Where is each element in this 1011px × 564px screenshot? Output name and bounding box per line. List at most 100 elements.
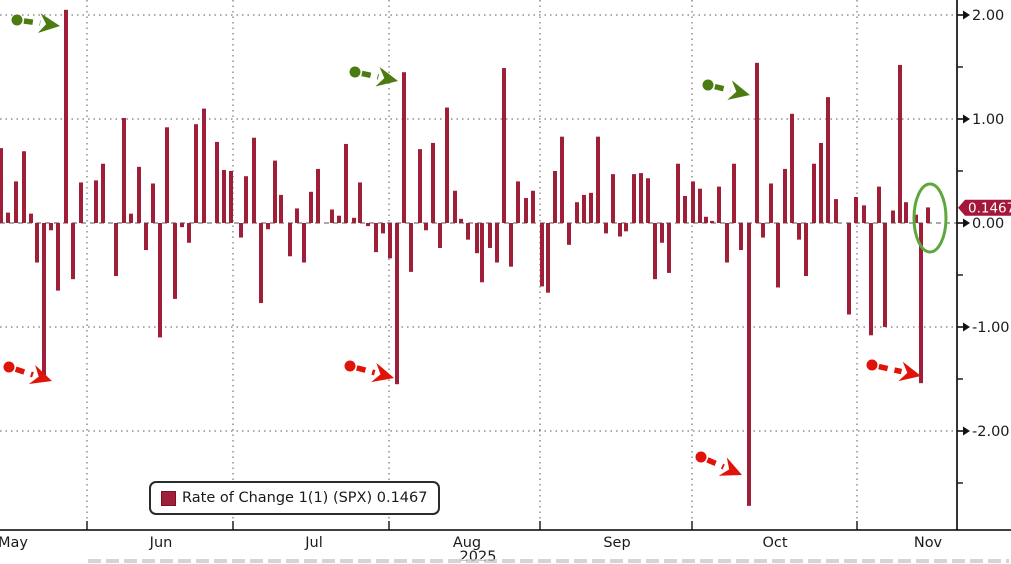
red-arrow-icon-head: [371, 362, 394, 383]
bar: [122, 117, 126, 223]
green-arrow-icon-shaft: [23, 18, 41, 26]
bar: [71, 223, 75, 280]
bar: [173, 223, 177, 299]
bar: [0, 148, 3, 223]
bar: [804, 223, 808, 277]
green-arrow-icon-shaft: [361, 70, 379, 80]
bar: [202, 108, 206, 223]
bar: [575, 202, 579, 223]
bar: [755, 62, 759, 224]
bar: [704, 216, 708, 223]
bar: [717, 186, 721, 223]
bar: [819, 142, 823, 223]
x-month-label: Jul: [304, 535, 323, 551]
bar: [151, 183, 155, 223]
bar: [667, 223, 671, 273]
x-month-label: Oct: [762, 535, 787, 551]
bar: [466, 223, 470, 240]
bar: [14, 181, 18, 223]
bar: [431, 142, 435, 223]
green-arrow-icon-head: [37, 13, 60, 34]
bar: [488, 223, 492, 248]
bar: [877, 186, 881, 223]
y-tick-arrow-icon: [963, 426, 970, 436]
bar: [739, 223, 743, 251]
bar: [194, 124, 198, 223]
red-arrow-icon-dot: [866, 359, 878, 371]
x-month-label: Nov: [914, 535, 943, 551]
y-tick-arrow-icon: [963, 10, 970, 20]
bar: [646, 178, 650, 223]
bar: [797, 223, 801, 240]
y-tick-label: 0.00: [972, 216, 1004, 232]
bar: [502, 68, 506, 223]
last-price-tag: [958, 199, 1011, 216]
bar: [883, 223, 887, 327]
bar: [480, 223, 484, 283]
bar: [560, 136, 564, 223]
bar: [259, 223, 263, 304]
bar: [553, 171, 557, 223]
x-month-label: Jun: [149, 535, 173, 551]
bar: [56, 223, 60, 291]
red-arrow-icon-shaft: [878, 363, 903, 375]
y-tick-label: -2.00: [972, 424, 1010, 440]
bar: [516, 181, 520, 223]
bar: [252, 137, 256, 223]
bar: [180, 223, 184, 228]
bar: [847, 223, 851, 315]
bar: [898, 64, 902, 223]
bar: [187, 223, 191, 243]
footer-disclaimer-strip: [88, 559, 1009, 563]
x-month-label: May: [0, 535, 28, 551]
bar: [79, 182, 83, 223]
bar: [49, 223, 53, 231]
bar: [589, 192, 593, 223]
bar: [776, 223, 780, 288]
bar: [475, 223, 479, 254]
bar: [769, 183, 773, 223]
y-tick-arrow-icon: [963, 218, 970, 228]
bar: [64, 9, 68, 223]
red-arrow-icon-dot: [3, 361, 15, 373]
red-arrow-icon-shaft: [14, 366, 34, 378]
y-tick-label: 1.00: [972, 112, 1004, 128]
bar: [698, 188, 702, 223]
bar: [137, 166, 141, 223]
bar: [919, 223, 923, 384]
bar: [279, 194, 283, 223]
bar: [358, 182, 362, 223]
bar: [618, 223, 622, 237]
bar: [35, 223, 39, 263]
bar: [165, 127, 169, 223]
bar: [926, 207, 930, 223]
bar: [826, 97, 830, 223]
bar: [244, 176, 248, 223]
bar: [6, 212, 10, 223]
green-arrow-icon-dot: [11, 14, 23, 26]
bar: [418, 149, 422, 223]
bar: [42, 223, 46, 379]
bar: [144, 223, 148, 251]
bar: [904, 202, 908, 223]
bar: [101, 163, 105, 223]
bar: [337, 215, 341, 223]
bar: [747, 223, 751, 506]
bar: [288, 223, 292, 257]
x-month-label: Sep: [603, 535, 630, 551]
bar: [459, 218, 463, 223]
bar: [222, 169, 226, 223]
bar: [273, 160, 277, 223]
bar: [732, 163, 736, 223]
bar: [632, 174, 636, 223]
bar: [854, 197, 858, 223]
highlight-ellipse-icon: [912, 182, 948, 254]
green-arrow-icon-shaft: [714, 83, 732, 94]
bar: [114, 223, 118, 277]
bar: [402, 72, 406, 223]
bar: [540, 223, 544, 287]
bar: [914, 214, 918, 223]
legend[interactable]: Rate of Change 1(1) (SPX) 0.1467: [149, 481, 441, 515]
